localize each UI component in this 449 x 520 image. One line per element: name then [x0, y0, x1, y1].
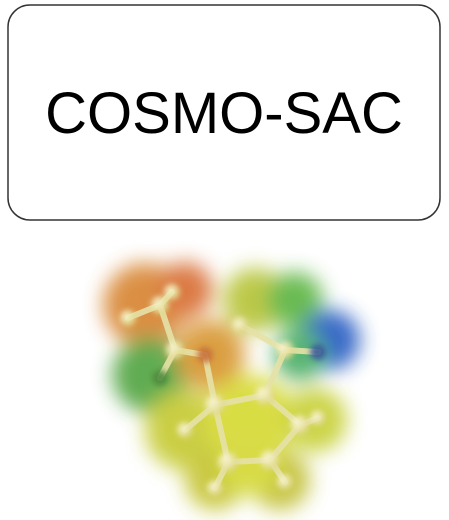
title-box	[7, 4, 441, 221]
title: COSMO-SAC	[45, 81, 403, 146]
molecule-atoms	[120, 284, 326, 496]
molecule-surface	[103, 262, 360, 510]
